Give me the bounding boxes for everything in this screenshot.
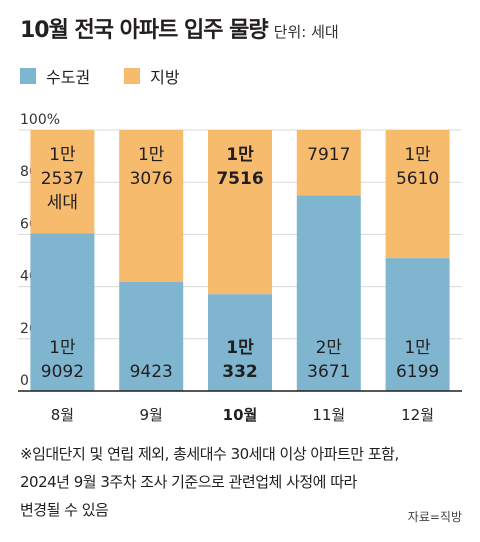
title-row: 10월 전국 아파트 입주 물량 단위: 세대 <box>20 12 339 44</box>
unit-label: 단위: 세대 <box>273 23 339 41</box>
data-label-region-4-0: 1만 <box>404 145 431 165</box>
legend-label-region: 지방 <box>150 68 180 87</box>
data-label-capital-2-0: 1만 <box>226 338 254 358</box>
x-tick-label-0: 8월 <box>51 406 74 424</box>
data-label-region-2-1: 7516 <box>216 169 263 189</box>
y-tick-label-100: 100% <box>20 112 60 128</box>
bar-capital-3 <box>296 195 361 391</box>
data-label-capital-4-1: 6199 <box>396 362 439 382</box>
legend-swatch-capital <box>20 68 36 84</box>
bar-capital-0 <box>30 233 95 391</box>
bar-region-3 <box>296 130 361 196</box>
bar-capital-2 <box>208 294 272 391</box>
legend-swatch-region <box>124 68 141 84</box>
source-label: 자료=직방 <box>407 510 462 524</box>
footnote-line-3: 변경될 수 있음 <box>20 501 109 519</box>
footnote-line-1: ※임대단지 및 연립 제외, 총세대수 30세대 이상 아파트만 포함, <box>20 445 399 463</box>
data-label-region-2-0: 1만 <box>226 145 254 165</box>
x-tick-label-1: 9월 <box>140 406 163 424</box>
y-tick-label-0: 0 <box>20 373 29 389</box>
bar-region-2 <box>208 130 272 295</box>
data-label-region-3-0: 7917 <box>307 145 350 165</box>
bar-region-1 <box>119 130 184 282</box>
data-label-capital-3-1: 3671 <box>307 362 350 382</box>
legend-label-capital: 수도권 <box>46 68 91 87</box>
x-tick-label-4: 12월 <box>401 406 434 424</box>
bar-region-0 <box>30 130 95 234</box>
legend: 수도권 지방 <box>20 64 214 88</box>
footnote: ※임대단지 및 연립 제외, 총세대수 30세대 이상 아파트만 포함, 202… <box>20 440 470 524</box>
data-label-region-1-0: 1만 <box>138 145 165 165</box>
legend-item-region: 지방 <box>124 64 180 88</box>
x-tick-label-2: 10월 <box>223 406 258 424</box>
data-label-capital-0-1: 9092 <box>41 362 84 382</box>
bar-capital-1 <box>119 281 184 391</box>
data-label-capital-1-0: 9423 <box>130 362 173 382</box>
data-label-capital-0-0: 1만 <box>49 338 76 358</box>
data-label-region-4-1: 5610 <box>396 169 439 189</box>
stacked-bar-chart: 020406080100%1만2537세대1만90928월1만307694239… <box>18 112 462 424</box>
data-label-region-0-2: 세대 <box>47 193 78 213</box>
bar-capital-4 <box>385 258 450 391</box>
bar-region-4 <box>385 130 450 259</box>
data-label-region-0-1: 2537 <box>41 169 84 189</box>
data-label-capital-4-0: 1만 <box>404 338 431 358</box>
chart-title: 10월 전국 아파트 입주 물량 <box>20 18 269 43</box>
data-label-region-1-1: 3076 <box>130 169 173 189</box>
footnote-line-2: 2024년 9월 3주차 조사 기준으로 관련업체 사정에 따라 <box>20 473 357 491</box>
data-label-capital-3-0: 2만 <box>316 338 343 358</box>
legend-item-capital: 수도권 <box>20 64 90 88</box>
x-tick-label-3: 11월 <box>312 406 345 424</box>
data-label-capital-2-1: 332 <box>222 362 258 382</box>
data-label-region-0-0: 1만 <box>49 145 76 165</box>
